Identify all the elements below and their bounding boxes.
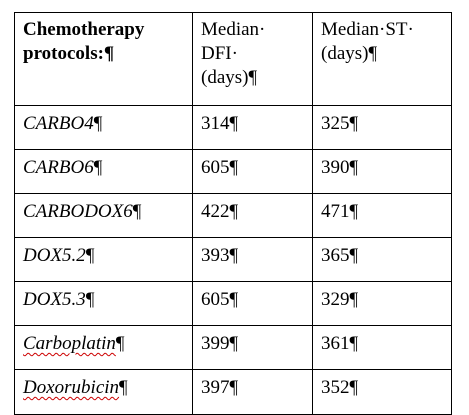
dfi-value: 605¶ [201, 157, 239, 178]
protocol-cell[interactable]: Doxorubicin¶ [14, 369, 193, 415]
protocol-cell[interactable]: Carboplatin¶ [14, 325, 193, 370]
protocol-cell[interactable]: CARBO6¶ [14, 149, 193, 194]
protocol-name: Carboplatin [23, 333, 116, 354]
st-value: 325¶ [321, 113, 359, 134]
table-row: DOX5.2¶ 393¶ 365¶ [14, 237, 452, 282]
protocol-name: CARBODOX6 [23, 201, 133, 222]
header-protocols-line1: Chemotherapy [23, 19, 145, 40]
dfi-cell[interactable]: 314¶ [192, 105, 313, 150]
dfi-value: 605¶ [201, 289, 239, 310]
dfi-value: 397¶ [201, 377, 239, 398]
protocol-name: CARBO4 [23, 113, 94, 134]
pilcrow-mark: ¶ [132, 201, 142, 222]
protocol-name: Doxorubicin [23, 377, 120, 398]
header-dfi-line3: (days)¶ [201, 67, 258, 88]
pilcrow-mark: ¶ [85, 245, 95, 266]
st-cell[interactable]: 361¶ [312, 325, 452, 370]
table-header-row: Chemotherapy protocols:¶ Median· DFI· (d… [14, 12, 452, 106]
dfi-cell[interactable]: 397¶ [192, 369, 313, 415]
st-cell[interactable]: 365¶ [312, 237, 452, 282]
table-row: CARBODOX6¶ 422¶ 471¶ [14, 193, 452, 238]
dfi-value: 314¶ [201, 113, 239, 134]
header-st-line1: Median·ST· [321, 19, 414, 40]
header-cell-median-st[interactable]: Median·ST· (days)¶ [312, 12, 452, 106]
st-cell[interactable]: 352¶ [312, 369, 452, 415]
table-row: Carboplatin¶ 399¶ 361¶ [14, 325, 452, 370]
st-value: 329¶ [321, 289, 359, 310]
header-cell-protocols[interactable]: Chemotherapy protocols:¶ [14, 12, 193, 106]
protocol-name: DOX5.3 [23, 289, 86, 310]
protocol-cell[interactable]: CARBODOX6¶ [14, 193, 193, 238]
pilcrow-mark: ¶ [115, 333, 125, 354]
pilcrow-mark: ¶ [93, 113, 103, 134]
dfi-value: 422¶ [201, 201, 239, 222]
pilcrow-mark: ¶ [119, 377, 128, 398]
table-row: CARBO4¶ 314¶ 325¶ [14, 105, 452, 150]
dfi-cell[interactable]: 393¶ [192, 237, 313, 282]
dfi-value: 393¶ [201, 245, 239, 266]
st-cell[interactable]: 390¶ [312, 149, 452, 194]
protocol-cell[interactable]: DOX5.3¶ [14, 281, 193, 326]
pilcrow-mark: ¶ [93, 157, 103, 178]
header-dfi-line2: DFI· [201, 43, 238, 64]
protocol-name: DOX5.2 [23, 245, 86, 266]
dfi-cell[interactable]: 605¶ [192, 281, 313, 326]
st-cell[interactable]: 471¶ [312, 193, 452, 238]
header-cell-median-dfi[interactable]: Median· DFI· (days)¶ [192, 12, 313, 106]
header-st-line2: (days)¶ [321, 43, 378, 64]
pilcrow-mark: ¶ [85, 289, 95, 310]
dfi-cell[interactable]: 605¶ [192, 149, 313, 194]
dfi-value: 399¶ [201, 333, 239, 354]
st-value: 471¶ [321, 201, 359, 222]
st-value: 365¶ [321, 245, 359, 266]
table-row: Doxorubicin¶ 397¶ 352¶ [14, 369, 452, 415]
st-cell[interactable]: 329¶ [312, 281, 452, 326]
st-value: 361¶ [321, 333, 359, 354]
table-row: CARBO6¶ 605¶ 390¶ [14, 149, 452, 194]
dfi-cell[interactable]: 399¶ [192, 325, 313, 370]
protocol-cell[interactable]: CARBO4¶ [14, 105, 193, 150]
protocols-table: Chemotherapy protocols:¶ Median· DFI· (d… [14, 12, 452, 415]
dfi-cell[interactable]: 422¶ [192, 193, 313, 238]
protocol-cell[interactable]: DOX5.2¶ [14, 237, 193, 282]
header-dfi-line1: Median· [201, 19, 266, 40]
protocol-name: CARBO6 [23, 157, 94, 178]
st-cell[interactable]: 325¶ [312, 105, 452, 150]
st-value: 352¶ [321, 377, 359, 398]
header-protocols-line2: protocols:¶ [23, 43, 115, 64]
st-value: 390¶ [321, 157, 359, 178]
table-row: DOX5.3¶ 605¶ 329¶ [14, 281, 452, 326]
